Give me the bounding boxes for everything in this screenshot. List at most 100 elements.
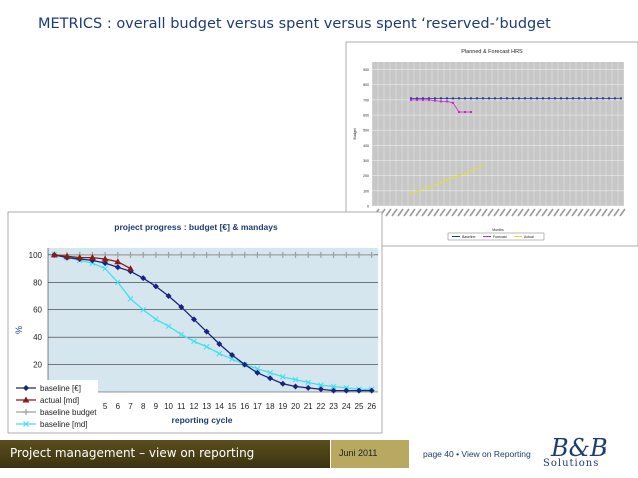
y-tick-label: 900 [363, 68, 369, 72]
data-point [343, 251, 350, 258]
data-point [153, 316, 159, 323]
data-point [216, 341, 223, 347]
y-ticks: 20 40 60 80 100 [29, 251, 43, 370]
data-point [410, 98, 412, 101]
data-point [216, 350, 223, 357]
data-point [178, 331, 185, 338]
data-point [267, 251, 274, 258]
data-point [305, 379, 312, 386]
data-point [368, 387, 375, 394]
y-tick-label: 400 [363, 144, 369, 148]
data-point [127, 265, 134, 272]
x-tick-label: 12 [190, 402, 199, 411]
data-point [114, 251, 121, 258]
data-point [229, 251, 236, 258]
data-point [229, 351, 236, 358]
data-point [512, 97, 514, 100]
legend-label: baseline budget [40, 408, 97, 417]
x-tick-mark [613, 208, 620, 217]
x-tick-mark [493, 208, 500, 217]
footer-bar: Project management – view on reporting [0, 440, 330, 468]
data-point [114, 279, 121, 286]
data-point [279, 380, 286, 387]
x-tick-mark [391, 208, 398, 217]
legend-box [447, 232, 545, 241]
x-tick-mark [529, 208, 536, 217]
data-point [416, 190, 418, 193]
data-point [434, 99, 436, 102]
x-tick-mark [541, 208, 548, 217]
data-point [241, 251, 248, 258]
x-tick-mark [511, 208, 518, 217]
data-point [530, 97, 532, 100]
x-tick-label: 7 [128, 402, 133, 411]
data-point [590, 97, 592, 100]
data-point [446, 179, 448, 182]
data-point [470, 97, 472, 100]
x-tick-mark [607, 208, 614, 217]
data-point [330, 387, 337, 394]
y-tick-label: 700 [363, 98, 369, 102]
data-point [317, 251, 324, 258]
x-tick-mark [481, 208, 488, 217]
y-tick-label: 0 [367, 205, 369, 209]
x-tick-mark [553, 208, 560, 217]
data-point [330, 251, 337, 258]
x-tick-mark [409, 208, 416, 217]
x-tick-mark [571, 208, 578, 217]
data-point [152, 251, 159, 258]
x-tick-label: 11 [177, 402, 186, 411]
data-point [572, 97, 574, 100]
x-tick-label: 19 [278, 402, 287, 411]
x-tick-label: 10 [164, 402, 173, 411]
x-tick-mark [577, 208, 584, 217]
company-logo: B&B Solutions bvba [543, 434, 609, 472]
data-point [165, 251, 172, 258]
data-point [254, 251, 261, 258]
x-tick-mark [403, 208, 410, 217]
data-point [416, 97, 418, 100]
footer-page-label: page 40 • View on Reporting [423, 449, 531, 459]
chart-title: project progress : budget [€] & mandays [114, 222, 278, 232]
y-tick-label: 100 [363, 189, 369, 193]
data-point [422, 97, 424, 100]
x-tick-marks [373, 208, 626, 217]
data-point [458, 111, 460, 114]
y-tick-label: 200 [363, 174, 369, 178]
data-point [494, 97, 496, 100]
data-point [140, 306, 147, 313]
x-tick-mark [517, 208, 524, 217]
x-tick-mark [535, 208, 542, 217]
data-point [422, 188, 424, 191]
data-point [578, 97, 580, 100]
data-point [101, 255, 109, 262]
data-point [330, 383, 337, 390]
y-axis-label: Budget [353, 128, 357, 139]
data-point [410, 97, 412, 100]
data-point [536, 97, 538, 100]
data-point [560, 97, 562, 100]
data-point [458, 174, 460, 177]
legend-label: Forecast [493, 235, 507, 239]
data-point [241, 361, 248, 368]
data-point [292, 251, 299, 258]
x-tick-mark [421, 208, 428, 217]
data-point [114, 264, 121, 271]
data-point [279, 251, 286, 258]
data-point [127, 251, 134, 258]
legend: baseline [€] actual [md] baseline budget ba… [12, 380, 98, 430]
data-point [305, 251, 312, 258]
x-tick-mark [427, 208, 434, 217]
data-point [446, 100, 448, 103]
x-tick-mark [601, 208, 608, 217]
data-point [165, 293, 172, 299]
data-point [317, 386, 324, 393]
data-point [305, 384, 312, 391]
data-point [446, 97, 448, 100]
data-point [452, 97, 454, 100]
data-point [88, 254, 96, 261]
data-point [440, 181, 442, 184]
data-point [203, 251, 210, 258]
data-point [428, 98, 430, 101]
